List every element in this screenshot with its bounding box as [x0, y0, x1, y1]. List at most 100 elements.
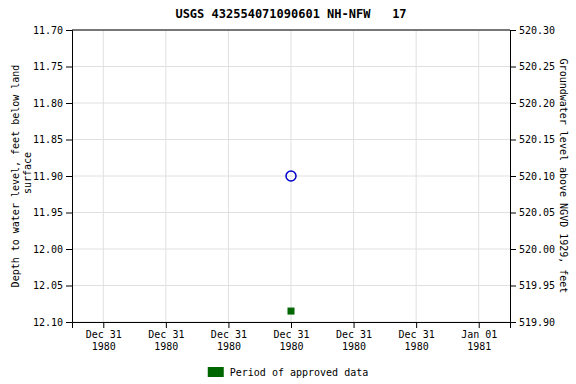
grid — [72, 30, 510, 322]
y2-tick-mark — [510, 322, 516, 323]
y2-tick: 520.00 — [510, 244, 555, 255]
x-tick-mark — [103, 322, 104, 328]
y2-tick: 520.05 — [510, 207, 555, 218]
x-axis-line — [73, 323, 511, 329]
y2-tick-label: 519.90 — [519, 317, 555, 328]
x-tick-mark — [228, 322, 229, 328]
y2-tick: 519.90 — [510, 317, 555, 328]
y-tick-label: 11.90 — [33, 171, 63, 182]
y-tick: 12.10 — [33, 317, 72, 328]
y-tick-label: 11.95 — [33, 207, 63, 218]
chart: Dec 311980 Dec 311980 Dec 311980 Dec 311980… — [0, 0, 576, 384]
x-tick-mark — [354, 322, 355, 328]
y-tick-label: 12.10 — [33, 317, 63, 328]
y2-tick-label: 520.25 — [519, 61, 555, 72]
y-tick-label: 11.75 — [33, 61, 63, 72]
y-tick-label: 12.05 — [33, 280, 63, 291]
series — [286, 171, 296, 181]
y2-tick: 519.95 — [510, 280, 555, 291]
x-tick-label: Dec 311980 — [86, 329, 122, 352]
marks — [286, 171, 296, 314]
y-tick-mark — [66, 140, 72, 141]
y2-tick-mark — [510, 176, 516, 177]
grid-line-y — [72, 176, 510, 177]
y2-axis-line — [511, 31, 517, 323]
y-tick: 12.00 — [33, 244, 72, 255]
x-tick: Dec 311980 — [399, 322, 435, 352]
y2-axis-title: Groundwater level above NGVD 1929, feet — [558, 59, 569, 294]
y2-tick: 520.25 — [510, 61, 555, 72]
y-axis-title: Depth to water level, feet below land su… — [10, 65, 33, 288]
x-tick-mark — [479, 322, 480, 328]
y2-axis: 519.90 519.95 520.00 520.05 520.10 520.15 520.… — [510, 25, 555, 328]
y-tick-mark — [66, 67, 72, 68]
y-tick: 11.95 — [33, 207, 72, 218]
y2-tick: 520.15 — [510, 134, 555, 145]
y2-tick-label: 520.00 — [519, 244, 555, 255]
frame-top — [72, 30, 510, 31]
x-tick-label: Dec 311980 — [336, 329, 372, 352]
open-circle-marker — [286, 171, 296, 181]
x-tick-mark — [166, 322, 167, 328]
x-tick: Dec 311980 — [148, 322, 184, 352]
grid-line-y — [72, 212, 510, 213]
y-tick: 11.90 — [33, 171, 72, 182]
y-axis-line — [66, 31, 73, 323]
x-axis: Dec 311980 Dec 311980 Dec 311980 Dec 311980… — [73, 322, 511, 352]
y-tick-mark — [66, 249, 72, 250]
legend-item: Period of approved data — [208, 367, 368, 378]
y2-tick: 520.30 — [510, 25, 555, 36]
y2-tick-label: 520.20 — [519, 98, 555, 109]
grid-line-y — [72, 139, 510, 140]
y-tick-mark — [66, 322, 72, 323]
x-tick-mark — [291, 322, 292, 328]
y-tick-label: 12.00 — [33, 244, 63, 255]
y-tick: 11.70 — [33, 25, 72, 36]
x-tick: Dec 311980 — [273, 322, 309, 352]
y-tick-mark — [66, 176, 72, 177]
grid-line-y — [72, 103, 510, 104]
y-tick-label: 11.70 — [33, 25, 63, 36]
y-tick: 11.75 — [33, 61, 72, 72]
grid-line-y — [72, 30, 510, 31]
y2-tick: 520.20 — [510, 98, 555, 109]
plot: Dec 311980 Dec 311980 Dec 311980 Dec 311980… — [10, 25, 569, 352]
y2-tick-label: 520.30 — [519, 25, 555, 36]
x-tick: Dec 311980 — [336, 322, 372, 352]
y2-tick-mark — [510, 140, 516, 141]
square-marker — [288, 308, 294, 314]
legend-label: Period of approved data — [230, 367, 368, 378]
y-tick: 11.85 — [33, 134, 72, 145]
y2-tick-mark — [510, 213, 516, 214]
title: USGS 432554071090601 NH-NFW 17 — [175, 7, 406, 21]
y2-tick-mark — [510, 67, 516, 68]
y-tick-mark — [66, 103, 72, 104]
y-tick-mark — [66, 30, 72, 31]
y-tick: 12.05 — [33, 280, 72, 291]
x-tick: Dec 311980 — [211, 322, 247, 352]
x-tick-label: Jan 011981 — [461, 329, 497, 352]
y2-tick-label: 520.05 — [519, 207, 555, 218]
y2-tick-label: 520.10 — [519, 171, 555, 182]
y2-tick-mark — [510, 249, 516, 250]
x-tick-label: Dec 311980 — [273, 329, 309, 352]
series — [288, 308, 294, 314]
y-tick-mark — [66, 213, 72, 214]
x-tick-label: Dec 311980 — [399, 329, 435, 352]
y-tick-mark — [66, 286, 72, 287]
y2-tick: 520.10 — [510, 171, 555, 182]
legend: Period of approved data — [208, 367, 368, 378]
legend-swatch — [208, 367, 224, 377]
y2-tick-mark — [510, 103, 516, 104]
y-tick-label: 11.85 — [33, 134, 63, 145]
y2-tick-mark — [510, 30, 516, 31]
grid-line-y — [72, 285, 510, 286]
x-tick-label: Dec 311980 — [211, 329, 247, 352]
grid-line-y — [72, 66, 510, 67]
x-tick-label: Dec 311980 — [148, 329, 184, 352]
y-tick-label: 11.80 — [33, 98, 63, 109]
x-tick: Jan 011981 — [461, 322, 497, 352]
y2-tick-mark — [510, 286, 516, 287]
x-tick: Dec 311980 — [86, 322, 122, 352]
y2-tick-label: 520.15 — [519, 134, 555, 145]
